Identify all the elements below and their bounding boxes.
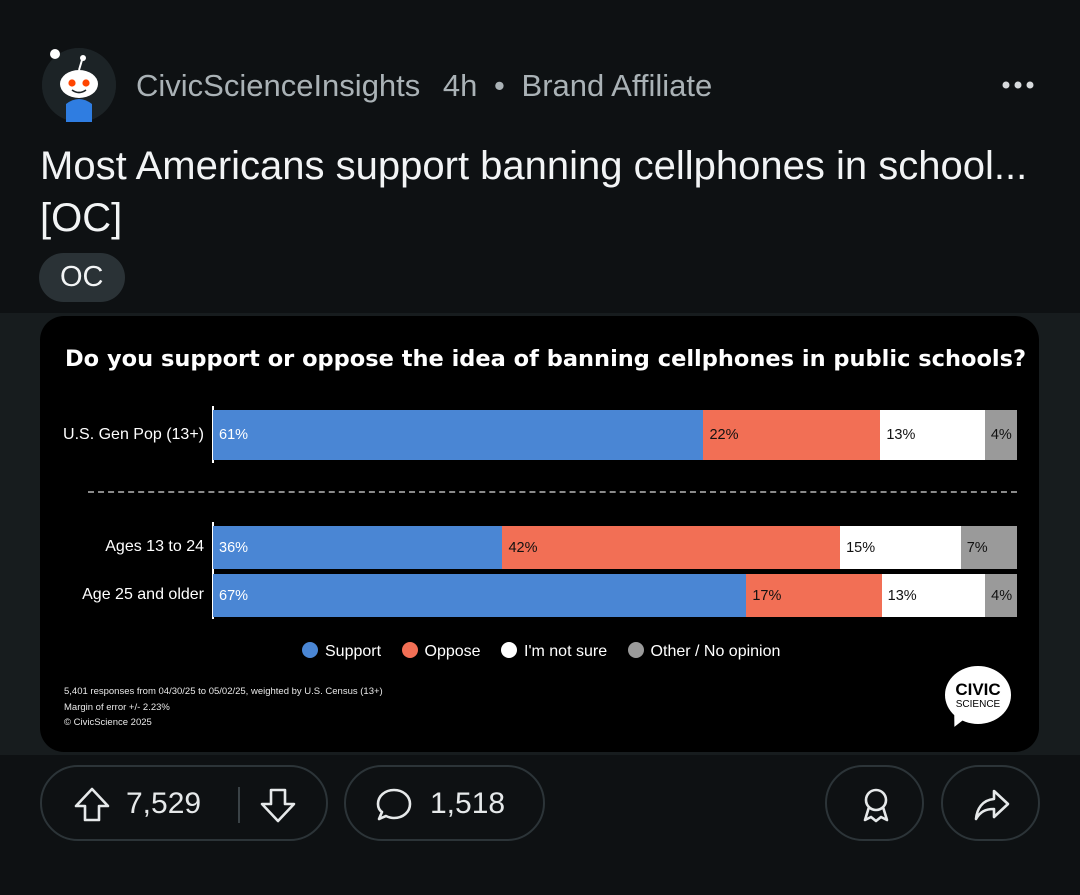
chart-legend: Support Oppose I'm not sure Other / No o… — [302, 642, 796, 664]
more-horizontal-icon — [1002, 81, 1034, 89]
logo-text-science: SCIENCE — [955, 699, 1001, 710]
comment-bubble-icon — [376, 788, 412, 821]
bar-segment-other: 4% — [985, 574, 1017, 617]
upvote-count: 7,529 — [126, 787, 202, 820]
share-icon-wrap — [972, 785, 1012, 825]
legend-label-not-sure: I'm not sure — [524, 643, 608, 660]
legend-dot-support — [302, 642, 318, 658]
legend-item-support: Support — [302, 642, 381, 661]
bar-segment-support: 61% — [213, 410, 704, 460]
post-title[interactable]: Most Americans support banning cellphone… — [40, 144, 1028, 240]
vote-separator — [238, 787, 240, 823]
bar-value-label: 4% — [991, 587, 1013, 604]
bar-segment-not-sure: 13% — [880, 410, 985, 460]
bar-segment-oppose: 22% — [703, 410, 881, 460]
legend-dot-oppose — [401, 642, 418, 658]
row-label-age-25-plus: Age 25 and older — [82, 586, 204, 603]
bar-segment-support: 36% — [213, 526, 503, 569]
bar-segment-other: 7% — [960, 526, 1017, 569]
bar-value-label: 67% — [219, 587, 249, 604]
meta-separator: • — [494, 68, 505, 103]
bar-value-label: 15% — [846, 539, 876, 556]
legend-dot-other — [627, 642, 644, 658]
bar-row-ages-13-24: 36% 42% 15% 7% — [213, 526, 1017, 569]
legend-label-oppose: Oppose — [424, 643, 481, 660]
legend-label-support: Support — [325, 643, 382, 660]
share-arrow-icon — [974, 789, 1010, 821]
bar-segment-other: 4% — [984, 410, 1017, 460]
comments-button[interactable]: 1,518 — [344, 765, 545, 841]
bar-value-label: 61% — [219, 427, 249, 443]
chart-title: Do you support or oppose the idea of ban… — [65, 346, 1027, 372]
award-icon — [863, 788, 889, 823]
vote-control: 7,529 — [40, 765, 328, 841]
bar-segment-oppose: 17% — [746, 574, 882, 617]
award-button[interactable] — [825, 765, 924, 841]
bar-value-label: 17% — [752, 587, 782, 604]
chart-image[interactable]: Do you support or oppose the idea of ban… — [40, 316, 1039, 752]
downvote-arrow-icon — [260, 788, 296, 823]
bar-value-label: 22% — [709, 427, 739, 443]
reddit-snoo-avatar-icon — [42, 48, 116, 122]
logo-bubble — [945, 666, 1011, 724]
bar-value-label: 42% — [508, 539, 538, 556]
legend-item-oppose: Oppose — [401, 642, 481, 661]
chart-axis-line-bottom — [212, 522, 214, 619]
downvote-button[interactable] — [258, 785, 298, 825]
legend-item-not-sure: I'm not sure — [501, 642, 607, 661]
chart-footnote-copyright: © CivicScience 2025 — [64, 717, 152, 728]
author-name[interactable]: CivicScienceInsights — [136, 68, 421, 103]
brand-affiliate-badge: Brand Affiliate — [521, 68, 713, 103]
bar-value-label: 13% — [887, 587, 917, 604]
post-header: CivicScienceInsights 4h • Brand Affiliat… — [42, 48, 1042, 124]
award-icon-wrap — [856, 785, 896, 825]
author-avatar[interactable] — [42, 48, 116, 122]
legend-dot-not-sure — [501, 642, 517, 658]
bar-segment-support: 67% — [213, 574, 747, 617]
post-flair[interactable]: OC — [39, 253, 125, 302]
upvote-arrow-icon — [74, 787, 110, 822]
post-age: 4h — [442, 68, 478, 103]
legend-item-other: Other / No opinion — [627, 642, 781, 661]
bar-value-label: 7% — [966, 539, 988, 556]
bar-value-label: 13% — [886, 427, 916, 443]
bar-segment-not-sure: 13% — [881, 574, 986, 617]
upvote-button[interactable] — [72, 785, 112, 825]
bar-segment-oppose: 42% — [502, 526, 841, 569]
bar-row-gen-pop: 61% 22% 13% 4% — [213, 410, 1017, 460]
row-label-gen-pop: U.S. Gen Pop (13+) — [63, 426, 204, 443]
bar-value-label: 4% — [990, 427, 1012, 443]
bar-row-age-25-plus: 67% 17% 13% 4% — [213, 574, 1017, 617]
civicscience-logo: CIVIC SCIENCE — [945, 666, 1015, 731]
author-line: CivicScienceInsights 4h • Brand Affiliat… — [136, 68, 712, 104]
chart-footnote-responses: 5,401 responses from 04/30/25 to 05/02/2… — [64, 686, 383, 697]
logo-text-civic: CIVIC — [955, 680, 1001, 699]
comment-count: 1,518 — [430, 787, 506, 820]
comment-icon-wrap — [374, 785, 414, 825]
legend-label-other: Other / No opinion — [650, 643, 781, 660]
chart-footnote-margin: Margin of error +/- 2.23% — [64, 702, 170, 713]
more-options-button[interactable] — [994, 70, 1042, 100]
group-divider — [88, 491, 1017, 493]
share-button[interactable] — [941, 765, 1040, 841]
bar-segment-not-sure: 15% — [840, 526, 961, 569]
bar-value-label: 36% — [219, 539, 249, 556]
row-label-ages-13-24: Ages 13 to 24 — [105, 538, 204, 555]
